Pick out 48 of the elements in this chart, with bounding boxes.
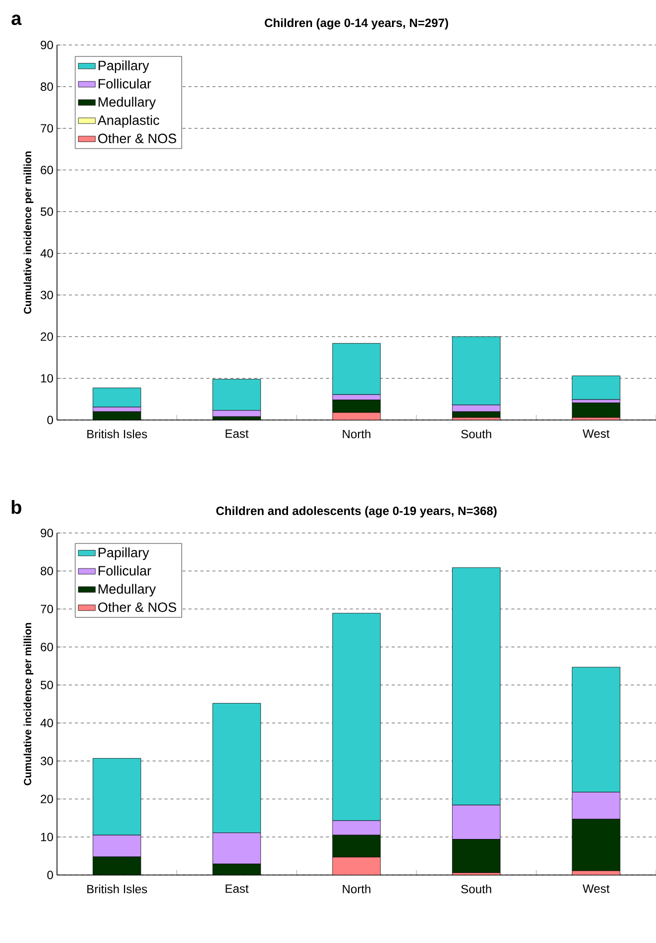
y-tick-label: 90 bbox=[40, 528, 54, 538]
y-tick-label: 30 bbox=[40, 756, 54, 766]
legend-label: Other & NOS bbox=[98, 602, 176, 612]
y-tick-label: 10 bbox=[41, 374, 54, 383]
y-tick-label: 0 bbox=[47, 416, 54, 424]
x-tick-label: East bbox=[226, 884, 249, 893]
legend-label: Anaplastic bbox=[98, 115, 160, 128]
x-tick-label: East bbox=[226, 430, 249, 438]
x-tick-label: British Isles bbox=[87, 884, 148, 894]
text: a bbox=[12, 14, 22, 26]
legend-label: Papillary bbox=[98, 547, 150, 560]
x-tick-label: South bbox=[461, 884, 492, 894]
bar bbox=[92, 388, 142, 408]
y-tick-label: 80 bbox=[40, 566, 54, 576]
y-axis-title: Cumulative incidence per million bbox=[24, 151, 34, 314]
y-axis-title: Cumulative incidence per million bbox=[24, 622, 34, 786]
legend-label: Medullary bbox=[98, 584, 156, 596]
bar bbox=[572, 376, 620, 400]
y-tick-label: 40 bbox=[40, 718, 54, 728]
y-tick-label: 20 bbox=[40, 794, 54, 804]
y-tick-label: 30 bbox=[40, 290, 54, 300]
legend-label: Follicular bbox=[98, 78, 152, 89]
y-tick-label: 60 bbox=[40, 642, 54, 652]
x-tick-label: South bbox=[461, 430, 492, 438]
y-tick-label: 10 bbox=[41, 832, 54, 842]
legend-label: Medullary bbox=[98, 96, 156, 110]
x-tick-label: North bbox=[342, 430, 370, 438]
x-tick-label: West bbox=[582, 430, 610, 438]
x-tick-label: West bbox=[582, 884, 610, 893]
y-tick-label: 90 bbox=[40, 40, 54, 50]
x-tick-label: British Isles bbox=[87, 430, 148, 438]
y-tick-label: 60 bbox=[40, 166, 54, 174]
x-tick-label: North bbox=[342, 884, 370, 894]
y-tick-label: 70 bbox=[40, 124, 54, 133]
text: b bbox=[12, 500, 22, 514]
y-tick-label: 70 bbox=[40, 604, 54, 614]
legend-label: Other & NOS bbox=[98, 133, 176, 144]
y-tick-label: 80 bbox=[40, 82, 54, 91]
y-tick-label: 20 bbox=[40, 332, 54, 341]
chart-title: Children (age 0-14 years, N=297) bbox=[264, 18, 448, 30]
y-tick-label: 0 bbox=[47, 870, 54, 880]
chart-title: Children and adolescents (age 0-19 years, N=368) bbox=[216, 506, 497, 518]
y-tick-label: 40 bbox=[40, 249, 54, 258]
y-tick-label: 50 bbox=[40, 207, 54, 216]
legend-label: Papillary bbox=[98, 60, 150, 73]
legend-label: Follicular bbox=[98, 566, 152, 576]
bar bbox=[572, 402, 620, 418]
y-tick-label: 50 bbox=[40, 680, 54, 690]
